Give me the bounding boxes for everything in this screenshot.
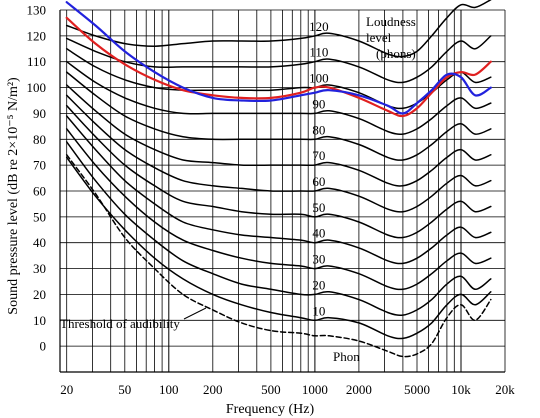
y-tick-label: 60	[33, 184, 46, 199]
y-tick-label: 70	[33, 158, 46, 173]
curve-threshold	[65, 154, 492, 358]
y-tick-label: 30	[33, 261, 46, 276]
y-tick-label: 0	[40, 339, 47, 354]
x-tick-label: 2000	[346, 382, 372, 397]
curves	[65, 0, 492, 358]
curve-60	[65, 94, 492, 213]
curve-50	[65, 104, 492, 239]
x-tick-label: 100	[159, 382, 179, 397]
curve-30	[65, 128, 492, 291]
y-tick-label: 100	[27, 80, 47, 95]
y-tick-label: 20	[33, 287, 46, 302]
x-tick-label: 200	[203, 382, 223, 397]
legend-title-line-1: Loudness	[366, 14, 416, 29]
y-tick-label: 40	[33, 235, 46, 250]
curve-120	[65, 0, 492, 58]
curve-label-120: 120	[309, 19, 329, 34]
x-tick-label: 500	[261, 382, 281, 397]
y-tick-label: 130	[27, 3, 47, 18]
x-tick-labels: 20 50 100 200 500 1000 2000 5000 10k 20k	[60, 382, 515, 397]
curve-110	[65, 35, 492, 84]
curve-label-100: 100	[309, 71, 329, 86]
threshold-label: Threshold of audibility	[60, 316, 180, 331]
x-tick-label: 20	[60, 382, 73, 397]
y-tick-label: 90	[33, 106, 46, 121]
y-tick-label: 50	[33, 209, 46, 224]
x-tick-label: 10k	[451, 382, 471, 397]
x-tick-label: 5000	[404, 382, 430, 397]
curve-red	[65, 16, 492, 118]
curve-40	[65, 115, 492, 265]
x-tick-label: 1000	[302, 382, 328, 397]
curve-label-70: 70	[312, 148, 325, 163]
curve-label-80: 80	[312, 122, 325, 137]
curve-label-30: 30	[312, 252, 325, 267]
y-tick-label: 110	[27, 54, 46, 69]
y-tick-label: 80	[33, 132, 46, 147]
legend-title-line-3: (phons)	[376, 46, 416, 61]
curve-80	[65, 71, 492, 161]
curve-10	[65, 156, 492, 340]
x-axis-label: Frequency (Hz)	[226, 402, 315, 417]
y-tick-labels: 0 10 20 30 40 50 60 70 80 90 100 110 120 130	[27, 3, 47, 354]
curve-label-50: 50	[312, 200, 325, 215]
curve-label-10: 10	[312, 303, 325, 318]
curve-labels: 10 20 30 40 50 60 70 80 90 100 110 120	[309, 19, 329, 318]
curve-label-110: 110	[309, 45, 328, 60]
threshold-label-leader	[183, 307, 207, 320]
y-tick-label: 10	[33, 313, 46, 328]
curve-20	[65, 141, 492, 316]
curve-90	[65, 60, 492, 135]
x-tick-label: 50	[118, 382, 131, 397]
curve-blue	[65, 1, 492, 115]
x-tick-label: 20k	[495, 382, 515, 397]
curve-label-60: 60	[312, 174, 325, 189]
phon-label: Phon	[333, 349, 360, 364]
curve-label-40: 40	[312, 226, 325, 241]
curve-70	[65, 84, 492, 187]
legend-title-line-2: level	[366, 30, 392, 45]
curve-label-90: 90	[312, 96, 325, 111]
y-tick-label: 120	[27, 28, 47, 43]
y-axis-label: Sound pressure level (dB re 2×10⁻⁵ N/m²)	[6, 77, 21, 315]
curve-label-20: 20	[312, 277, 325, 292]
